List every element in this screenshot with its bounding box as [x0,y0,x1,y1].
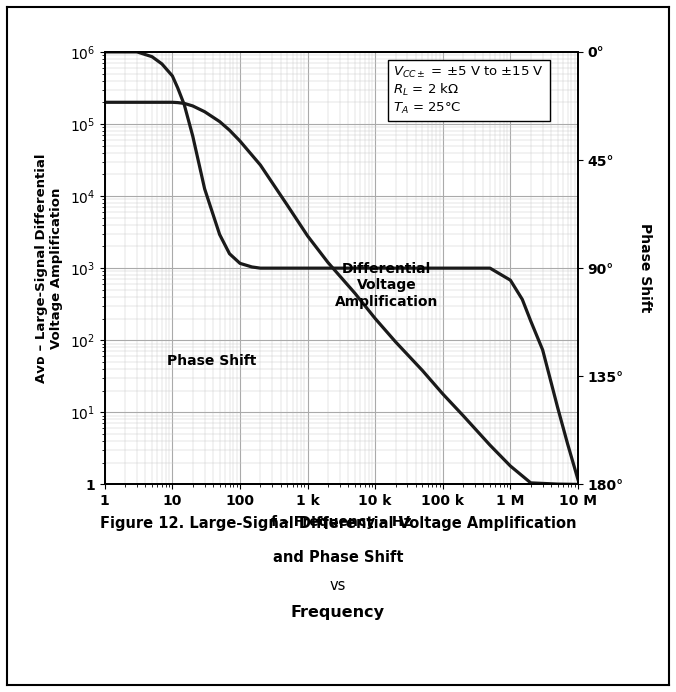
Text: Differential
Voltage
Amplification: Differential Voltage Amplification [335,262,438,309]
Text: Phase Shift: Phase Shift [166,354,256,368]
Text: and Phase Shift: and Phase Shift [272,550,404,565]
X-axis label: f – Frequency – Hz: f – Frequency – Hz [271,515,412,529]
Text: vs: vs [330,578,346,593]
Text: Frequency: Frequency [291,606,385,621]
Text: $V_{CC\pm}$ = ±5 V to ±15 V
$R_L$ = 2 kΩ
$T_A$ = 25°C: $V_{CC\pm}$ = ±5 V to ±15 V $R_L$ = 2 kΩ… [393,65,544,116]
Y-axis label: Phase Shift: Phase Shift [637,224,652,313]
Y-axis label: Aᴠᴅ – Large-Signal Differential
Voltage Amplification: Aᴠᴅ – Large-Signal Differential Voltage … [34,154,63,383]
Text: Figure 12. Large-Signal Differential Voltage Amplification: Figure 12. Large-Signal Differential Vol… [100,516,576,531]
